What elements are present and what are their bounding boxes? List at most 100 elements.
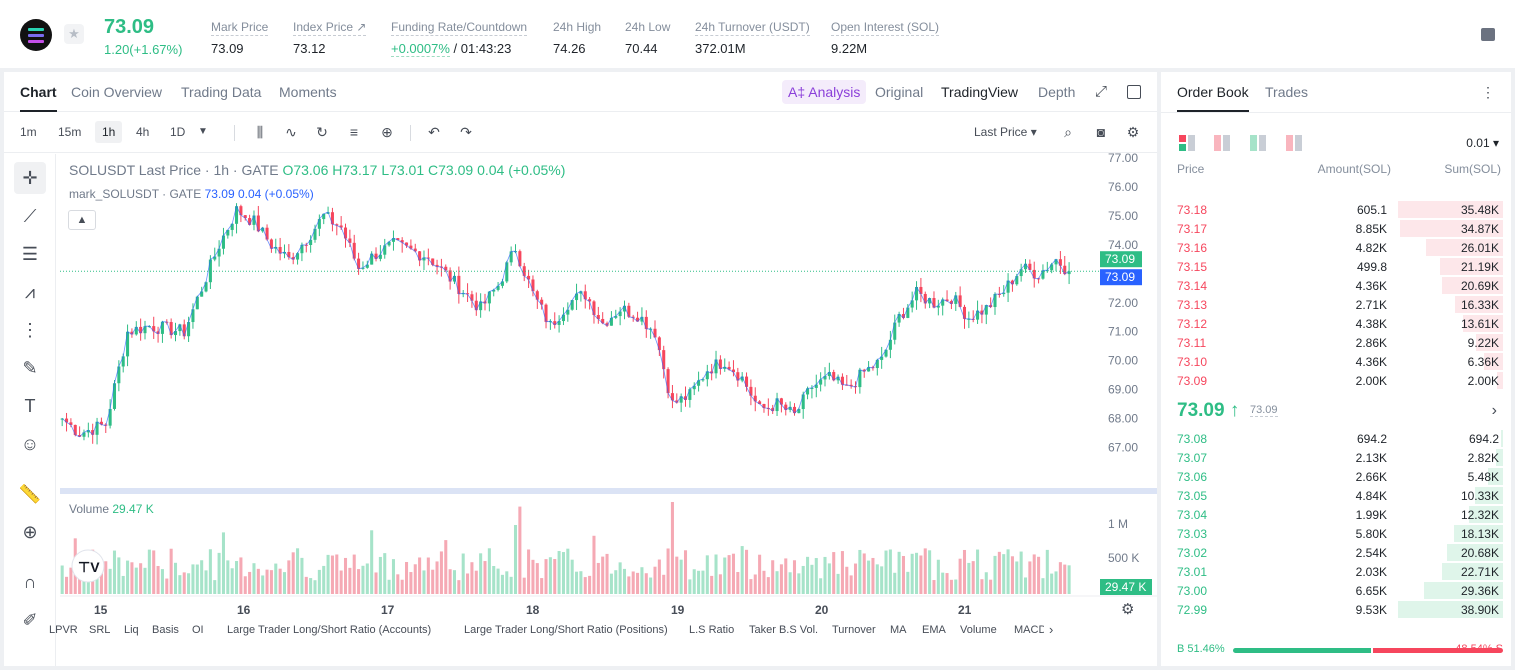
templates-icon[interactable]: ≡	[349, 124, 359, 140]
eraser-icon[interactable]: ✐	[22, 610, 38, 630]
stat-label[interactable]: Index Price ↗	[293, 20, 367, 36]
timeframe-4h[interactable]: 4h	[136, 125, 150, 139]
window-icon[interactable]	[1127, 85, 1141, 99]
tab-moments[interactable]: Moments	[279, 84, 337, 100]
add-indicator-icon[interactable]: ⊕	[381, 124, 393, 140]
replay-icon[interactable]: ↻	[316, 124, 328, 140]
indicator-oi[interactable]: OI	[192, 624, 204, 636]
redo-icon[interactable]: ↷	[460, 124, 472, 140]
indicator-turnover[interactable]: Turnover	[832, 624, 876, 636]
bid-row[interactable]: 73.00 6.65K 29.36K	[1161, 581, 1511, 600]
pattern-icon[interactable]: ⩘	[24, 282, 36, 302]
magnet-icon[interactable]: ∩	[23, 572, 37, 592]
axis-settings-icon[interactable]: ⚙	[1121, 600, 1134, 618]
bid-row[interactable]: 73.01 2.03K 22.71K	[1161, 562, 1511, 581]
candle-type-icon[interactable]: ⫼	[256, 124, 264, 140]
collapse-legend-button[interactable]: ▲	[68, 210, 96, 230]
volume-bar	[527, 549, 531, 594]
ask-row[interactable]: 73.09 2.00K 2.00K	[1161, 371, 1511, 390]
bid-row[interactable]: 73.04 1.99K 12.32K	[1161, 505, 1511, 524]
horizontal-lines-icon[interactable]: ☰	[21, 244, 39, 264]
favorite-star-icon[interactable]: ★	[64, 24, 84, 44]
volume-bar	[688, 579, 692, 594]
indicators-icon[interactable]: ∿	[285, 124, 297, 140]
chevron-right-icon[interactable]: ›	[1491, 402, 1497, 419]
ruler-icon[interactable]: 📏	[18, 484, 42, 504]
scroll-right-icon[interactable]: ›	[1049, 622, 1054, 637]
indicator-ema[interactable]: EMA	[922, 624, 946, 636]
bid-row[interactable]: 73.03 5.80K 18.13K	[1161, 524, 1511, 543]
timeframe-1h[interactable]: 1h	[95, 121, 123, 143]
undo-icon[interactable]: ↶	[428, 124, 440, 140]
stat-label[interactable]: Open Interest (SOL)	[831, 20, 940, 36]
indicator-macd[interactable]: MACD	[1014, 624, 1044, 636]
camera-icon[interactable]: ◙	[1096, 124, 1106, 140]
indicator-taker-vol[interactable]: Taker B.S Vol.	[749, 624, 819, 636]
brush-icon[interactable]: ✎	[22, 358, 38, 378]
timeframe-1m[interactable]: 1m	[20, 125, 37, 139]
ask-row[interactable]: 73.10 4.36K 6.36K	[1161, 352, 1511, 371]
indicator-volume[interactable]: Volume	[960, 624, 997, 636]
tab-coin-overview[interactable]: Coin Overview	[71, 84, 163, 100]
indicator-lpvr[interactable]: LPVR	[49, 624, 78, 636]
more-menu-icon[interactable]: ⋮	[1481, 84, 1495, 100]
stat-label[interactable]: 24h Turnover (USDT)	[695, 20, 810, 36]
tab-trading-data[interactable]: Trading Data	[181, 84, 262, 100]
mode-tradingview[interactable]: TradingView	[941, 84, 1019, 100]
bid-row[interactable]: 73.06 2.66K 5.48K	[1161, 467, 1511, 486]
settings-gear-icon[interactable]: ⚙	[1126, 124, 1140, 140]
stat-label[interactable]: Funding Rate/Countdown	[391, 20, 528, 36]
timeframe-15m[interactable]: 15m	[58, 125, 82, 139]
volume-bar	[365, 563, 369, 594]
view-asks-icon[interactable]	[1214, 135, 1230, 151]
crosshair-icon[interactable]: ✛	[14, 162, 46, 194]
indicator-basis[interactable]: Basis	[152, 624, 179, 636]
ask-row[interactable]: 73.16 4.82K 26.01K	[1161, 238, 1511, 257]
tab-order-book[interactable]: Order Book	[1177, 84, 1249, 112]
bid-row[interactable]: 73.02 2.54K 20.68K	[1161, 543, 1511, 562]
indicator-liq[interactable]: Liq	[124, 624, 139, 636]
search-icon[interactable]: ⌕	[1064, 124, 1072, 140]
tab-chart[interactable]: Chart	[20, 84, 57, 112]
chart-canvas[interactable]: 77.0076.0075.0074.0073.0072.0071.0070.00…	[4, 72, 1157, 666]
bid-row[interactable]: 72.99 9.53K 38.90K	[1161, 600, 1511, 619]
indicator-ma[interactable]: MA	[890, 624, 907, 636]
ask-row[interactable]: 73.12 4.38K 13.61K	[1161, 314, 1511, 333]
emoji-icon[interactable]: ☺	[20, 434, 40, 454]
precision-select[interactable]: 0.01 ▾	[1466, 136, 1499, 150]
view-bids-icon[interactable]	[1250, 135, 1266, 151]
fib-icon[interactable]: ⋮	[21, 320, 39, 340]
guide-book-icon[interactable]	[1481, 28, 1495, 41]
mode-depth[interactable]: Depth	[1038, 84, 1076, 100]
ask-row[interactable]: 73.15 499.8 21.19K	[1161, 257, 1511, 276]
indicator-ls-ratio[interactable]: L.S Ratio	[689, 624, 735, 636]
price-axis-label: 71.00	[1108, 325, 1138, 339]
zoom-in-icon[interactable]: ⊕	[22, 522, 38, 542]
timeframe-1d[interactable]: 1D	[170, 125, 186, 139]
stat-label[interactable]: Mark Price	[211, 20, 269, 36]
bid-row[interactable]: 73.05 4.84K 10.33K	[1161, 486, 1511, 505]
indicator-ls-positions[interactable]: Large Trader Long/Short Ratio (Positions…	[464, 624, 668, 636]
text-tool-icon[interactable]: T	[24, 396, 36, 416]
ask-row[interactable]: 73.11 2.86K 9.22K	[1161, 333, 1511, 352]
ask-row[interactable]: 73.14 4.36K 20.69K	[1161, 276, 1511, 295]
order-sum: 26.01K	[1460, 241, 1499, 255]
bid-row[interactable]: 73.08 694.2 694.2	[1161, 429, 1511, 448]
volume-bar	[221, 532, 225, 594]
ask-row[interactable]: 73.18 605.1 35.48K	[1161, 200, 1511, 219]
trend-line-icon[interactable]: ⟋	[23, 206, 37, 226]
tab-trades[interactable]: Trades	[1265, 84, 1309, 100]
mode-original[interactable]: Original	[875, 84, 924, 100]
ai-analysis-button[interactable]: A‡ Analysis	[782, 80, 867, 104]
ask-row[interactable]: 73.13 2.71K 16.33K	[1161, 295, 1511, 314]
view-both-icon[interactable]	[1179, 135, 1195, 151]
indicator-ls-accounts[interactable]: Large Trader Long/Short Ratio (Accounts)	[227, 624, 432, 636]
pane-separator[interactable]	[60, 488, 1157, 494]
view-depth-icon[interactable]	[1286, 135, 1302, 151]
ask-row[interactable]: 73.17 8.85K 34.87K	[1161, 219, 1511, 238]
price-source-select[interactable]: Last Price ▾	[974, 125, 1037, 139]
bid-row[interactable]: 73.07 2.13K 2.82K	[1161, 448, 1511, 467]
expand-icon[interactable]: ⤢	[1094, 83, 1107, 100]
indicator-srl[interactable]: SRL	[89, 624, 111, 636]
timeframe-dropdown-icon[interactable]: ▼	[198, 126, 208, 137]
